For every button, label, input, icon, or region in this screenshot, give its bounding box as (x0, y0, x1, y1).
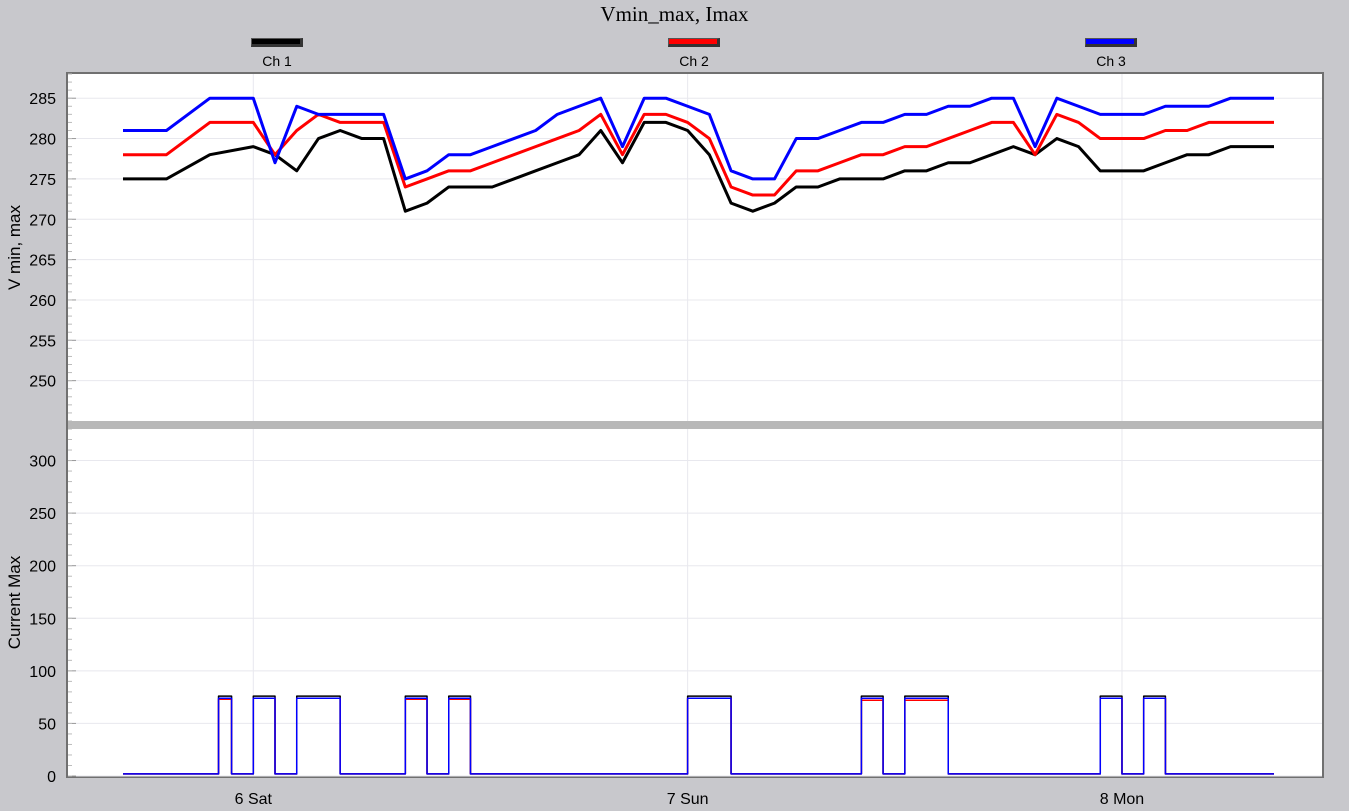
chart-title: Vmin_max, Imax (600, 2, 749, 26)
current-ytick-label-1: 50 (38, 716, 56, 733)
legend-label-ch3: Ch 3 (1096, 53, 1126, 69)
current-ytick-label-0: 0 (47, 769, 56, 786)
voltage-series-line-2 (123, 112, 1274, 197)
voltage-ytick-label-7: 285 (29, 91, 56, 108)
current-plot-area (68, 429, 1322, 776)
x-tick-label-2: 8 Mon (1100, 791, 1144, 808)
current-y-axis-label: Current Max (5, 555, 24, 649)
voltage-y-axis-label: V min, max (5, 204, 24, 290)
legend-label-ch1: Ch 1 (262, 53, 292, 69)
voltage-ytick-label-4: 270 (29, 212, 56, 229)
legend-label-ch2: Ch 2 (679, 53, 709, 69)
current-ytick-label-5: 250 (29, 506, 56, 523)
legend-item-ch2[interactable]: Ch 2 (664, 38, 724, 69)
current-ytick-label-4: 200 (29, 559, 56, 576)
current-series-line-3 (123, 697, 1274, 775)
voltage-plot-area (68, 74, 1322, 421)
voltage-ytick-label-1: 255 (29, 333, 56, 350)
voltage-ytick-label-5: 275 (29, 172, 56, 189)
x-tick-label-0: 6 Sat (235, 791, 273, 808)
legend-swatch-ch3 (1085, 38, 1137, 47)
legend-item-ch1[interactable]: Ch 1 (247, 38, 307, 69)
voltage-series-line-1 (123, 120, 1274, 213)
legend-swatch-ch2 (668, 38, 720, 47)
voltage-ytick-label-2: 260 (29, 293, 56, 310)
voltage-ytick-label-3: 265 (29, 253, 56, 270)
voltage-ytick-label-0: 250 (29, 374, 56, 391)
legend-swatch-ch1 (251, 38, 303, 47)
current-ytick-label-3: 150 (29, 611, 56, 628)
voltage-ytick-label-6: 280 (29, 132, 56, 149)
x-tick-label-1: 7 Sun (667, 791, 709, 808)
current-ytick-label-6: 300 (29, 454, 56, 471)
legend-item-ch3[interactable]: Ch 3 (1081, 38, 1141, 69)
voltage-series-line-3 (123, 96, 1274, 181)
panel-separator (68, 421, 1322, 429)
current-ytick-label-2: 100 (29, 664, 56, 681)
